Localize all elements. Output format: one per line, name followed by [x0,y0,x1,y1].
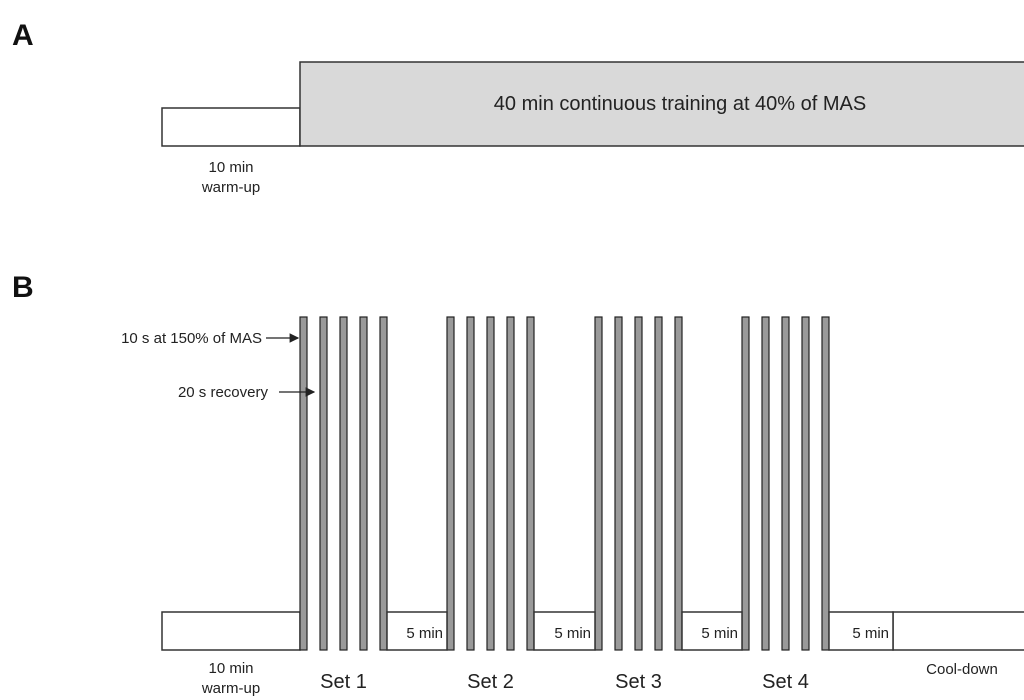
interval-bar [359,316,368,651]
rest-interval [828,611,894,651]
panel-a-continuous-label: 40 min continuous training at 40% of MAS [494,93,866,115]
set-label: Set 4 [762,671,809,693]
rest-label: 5 min [701,625,738,642]
set-label: Set 1 [320,671,367,693]
rest-label: 5 min [852,625,889,642]
interval-annotation: 10 s at 150% of MAS [121,330,262,347]
interval-bar [761,316,770,651]
rest-labels: 5 min 5 min 5 min 5 min [386,611,894,651]
rest-label: 5 min [554,625,591,642]
panel-a-warmup-duration: 10 min [208,159,253,176]
rest-interval [533,611,596,651]
interval-bar [506,316,515,651]
panel-a-continuous-block [299,61,1024,147]
interval-bar [821,316,830,651]
interval-bar [614,316,623,651]
interval-bar [466,316,475,651]
interval-bar [654,316,663,651]
interval-bar [594,316,603,651]
rest-interval [681,611,743,651]
interval-bars [299,316,830,651]
panel-b-letter: B [12,271,34,304]
panel-a-warmup-block [161,107,301,147]
panel-b-warmup-block [161,611,301,651]
cooldown-label: Cool-down [926,661,998,678]
interval-bar [486,316,495,651]
panel-b-warmup-label: warm-up [201,680,260,697]
panel-a-warmup-label: warm-up [201,179,260,196]
rest-label: 5 min [406,625,443,642]
set-labels: Set 1 Set 2 Set 3 Set 4 [320,671,809,693]
interval-bar [299,316,308,651]
interval-bar [339,316,348,651]
rest-interval [386,611,448,651]
set-label: Set 3 [615,671,662,693]
interval-bar [319,316,328,651]
interval-bar [526,316,535,651]
interval-bar [801,316,810,651]
panel-b-cooldown-block [892,611,1024,651]
recovery-annotation: 20 s recovery [178,384,269,401]
interval-bar [634,316,643,651]
interval-bar [781,316,790,651]
interval-bar [446,316,455,651]
panel-a-letter: A [12,19,34,52]
panel-b-warmup-duration: 10 min [208,660,253,677]
set-label: Set 2 [467,671,514,693]
interval-bar [674,316,683,651]
interval-bar [379,316,388,651]
interval-bar [741,316,750,651]
